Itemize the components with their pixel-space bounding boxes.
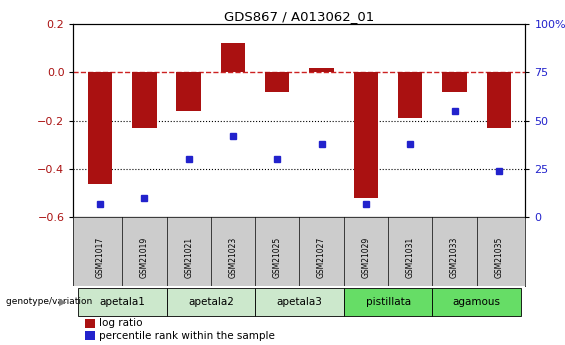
Bar [176,72,201,111]
Text: agamous: agamous [453,297,501,307]
FancyBboxPatch shape [78,288,167,316]
Bar [221,43,245,72]
Text: GSM21023: GSM21023 [228,237,237,278]
Text: GSM21021: GSM21021 [184,237,193,278]
Text: ▶: ▶ [59,297,67,307]
Bar [442,72,467,92]
Bar [265,72,289,92]
Bar [132,72,157,128]
Text: GSM21019: GSM21019 [140,237,149,278]
Text: GSM21017: GSM21017 [95,237,105,278]
Text: GSM21035: GSM21035 [494,237,503,278]
FancyBboxPatch shape [167,288,255,316]
Bar [85,331,95,340]
Bar [310,68,334,72]
Text: percentile rank within the sample: percentile rank within the sample [99,331,275,341]
Text: pistillata: pistillata [366,297,411,307]
Text: GSM21031: GSM21031 [406,237,415,278]
FancyBboxPatch shape [344,288,432,316]
Bar [486,72,511,128]
FancyBboxPatch shape [432,288,521,316]
Text: GSM21025: GSM21025 [273,237,282,278]
FancyBboxPatch shape [255,288,344,316]
Bar [85,319,95,328]
Text: apetala1: apetala1 [99,297,145,307]
Text: apetala3: apetala3 [276,297,323,307]
Bar [398,72,423,118]
Bar [88,72,112,184]
Title: GDS867 / A013062_01: GDS867 / A013062_01 [224,10,375,23]
Text: apetala2: apetala2 [188,297,234,307]
Bar [354,72,378,198]
Text: GSM21027: GSM21027 [317,237,326,278]
Text: GSM21033: GSM21033 [450,237,459,278]
Text: genotype/variation: genotype/variation [6,297,95,306]
Text: log ratio: log ratio [99,318,142,328]
Text: GSM21029: GSM21029 [362,237,371,278]
